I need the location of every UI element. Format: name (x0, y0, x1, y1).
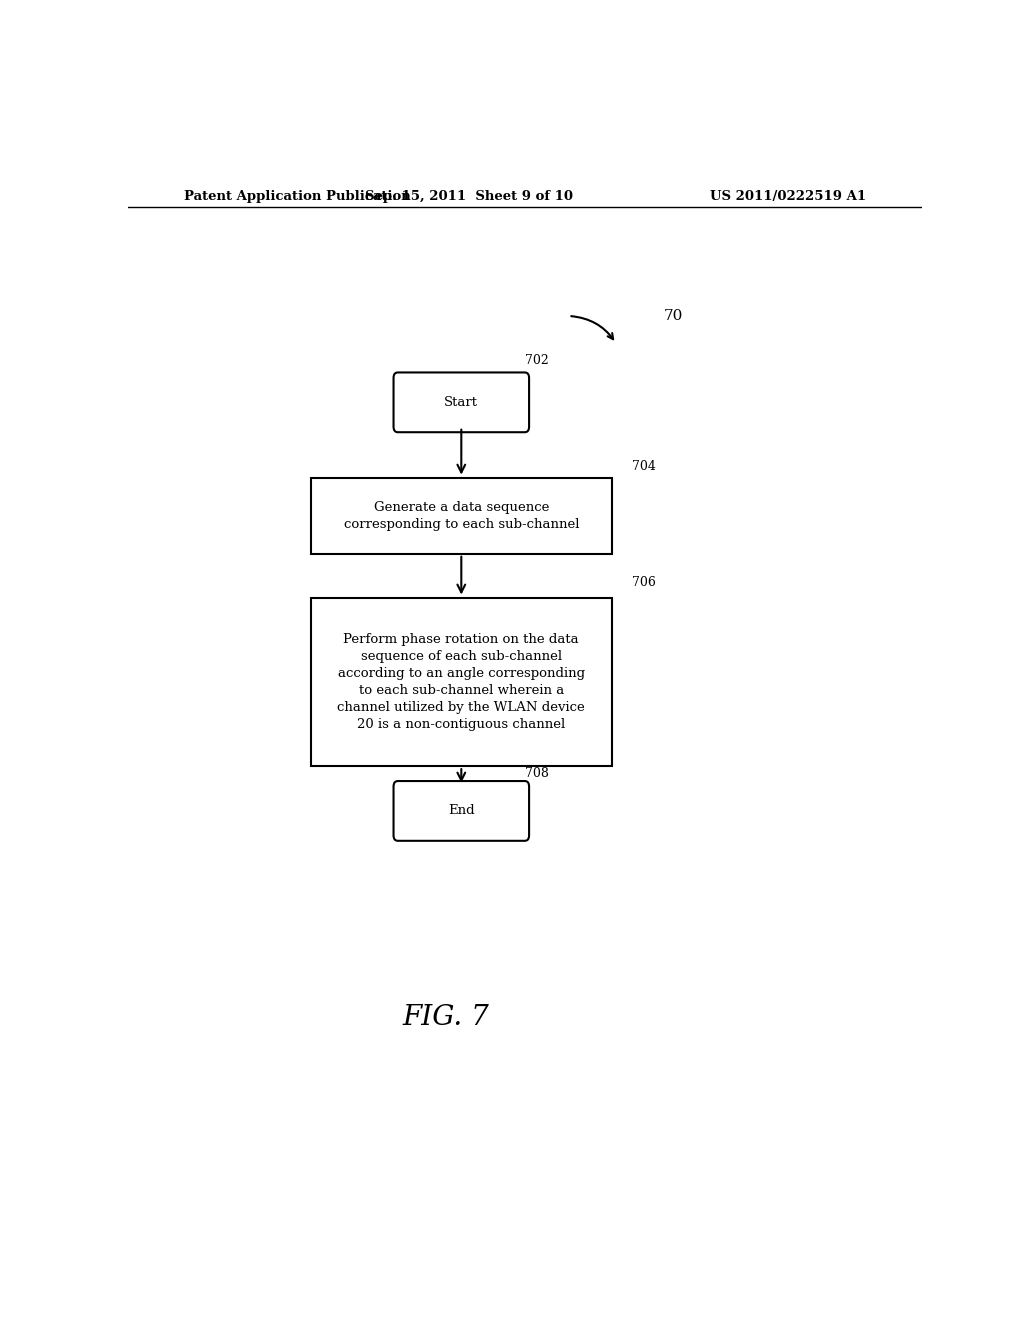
Bar (310, 478, 612, 554)
Text: Patent Application Publication: Patent Application Publication (183, 190, 411, 202)
Text: Sep. 15, 2011  Sheet 9 of 10: Sep. 15, 2011 Sheet 9 of 10 (366, 190, 573, 202)
Text: Perform phase rotation on the data
sequence of each sub-channel
according to an : Perform phase rotation on the data seque… (338, 632, 585, 731)
Text: FIG. 7: FIG. 7 (402, 1003, 488, 1031)
Text: 708: 708 (524, 767, 549, 780)
Text: 706: 706 (632, 577, 655, 589)
FancyBboxPatch shape (393, 372, 529, 432)
Text: 702: 702 (524, 354, 549, 367)
Text: US 2011/0222519 A1: US 2011/0222519 A1 (710, 190, 866, 202)
Text: Start: Start (444, 396, 478, 409)
Text: Generate a data sequence
corresponding to each sub-channel: Generate a data sequence corresponding t… (344, 502, 579, 531)
Text: End: End (447, 804, 475, 817)
FancyBboxPatch shape (393, 781, 529, 841)
Text: 70: 70 (664, 309, 683, 323)
Text: 704: 704 (632, 461, 655, 474)
Bar (310, 598, 612, 766)
